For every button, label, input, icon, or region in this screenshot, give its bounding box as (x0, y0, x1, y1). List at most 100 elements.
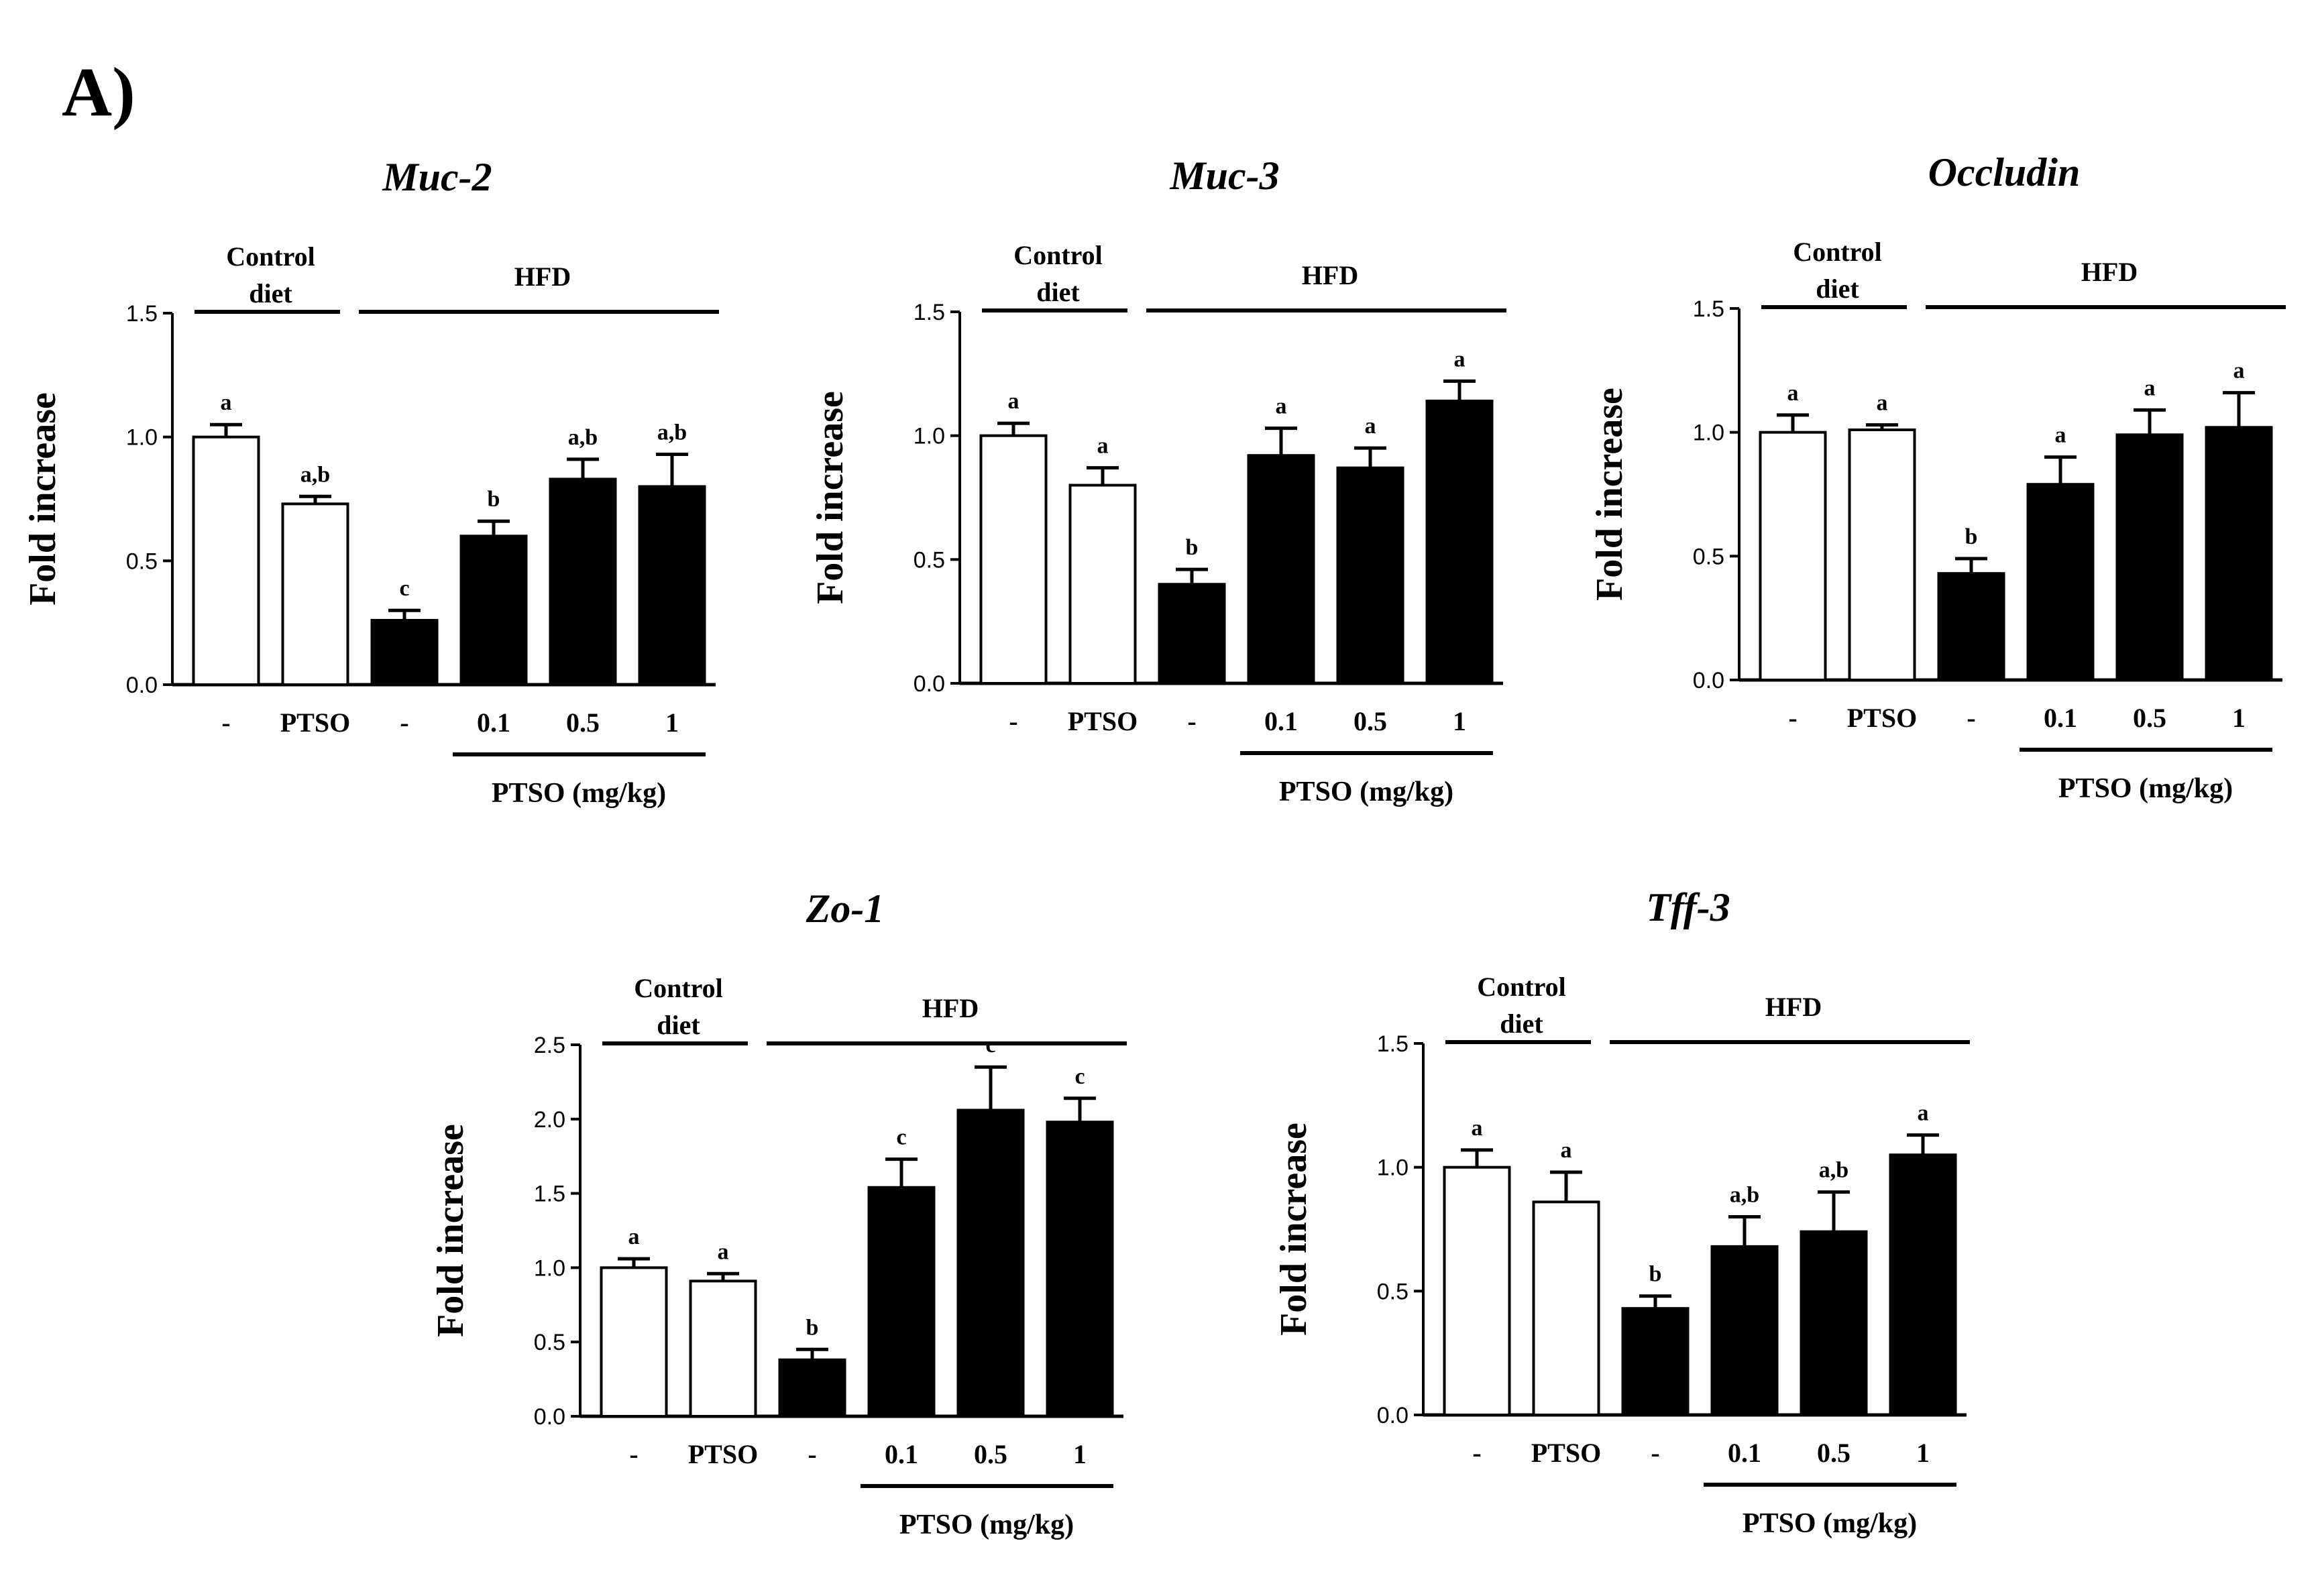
x-tick-label: - (1967, 703, 1975, 733)
chart-title: Muc-3 (1169, 154, 1279, 198)
x-tick-label: 0.1 (1264, 706, 1298, 736)
y-tick-label: 1.5 (1377, 1031, 1408, 1057)
bar (1532, 1200, 1600, 1416)
x-tick-label: PTSO (1847, 703, 1917, 733)
chart-occludin: Occludin Control diet HFD Fold increase 0.0 0.… (1589, 150, 2286, 804)
group-label-control-line2: diet (1816, 274, 1859, 304)
x-tick-label: 0.5 (1817, 1438, 1851, 1468)
bar (778, 1358, 846, 1418)
group-label-control-line1: Control (1477, 972, 1566, 1002)
significance-label: c (896, 1125, 906, 1150)
x-tick-label: 0.5 (566, 707, 600, 738)
group-label-hfd: HFD (1302, 260, 1358, 290)
bar (1800, 1230, 1868, 1417)
x-tick-label: - (629, 1439, 638, 1469)
bar (1247, 454, 1315, 685)
significance-label: b (1186, 535, 1199, 560)
group-label-control-line1: Control (226, 241, 315, 272)
significance-label: a (2055, 423, 2066, 448)
significance-label: a (718, 1239, 729, 1264)
dose-label: PTSO (mg/kg) (492, 778, 666, 809)
significance-label: a,b (568, 425, 598, 450)
bar (1759, 431, 1827, 682)
group-label-control-line2: diet (1036, 277, 1080, 307)
y-axis-label: Fold increase (430, 1124, 472, 1337)
x-tick-label: 0.1 (1728, 1438, 1761, 1468)
x-tick-label: 0.1 (885, 1439, 918, 1469)
bar (1889, 1153, 1957, 1416)
group-label-control-line2: diet (657, 1010, 700, 1040)
bar (2026, 483, 2095, 682)
significance-label: b (1965, 524, 1978, 549)
bar (370, 618, 439, 686)
significance-label: a,b (657, 420, 687, 445)
bar (2115, 433, 2184, 681)
group-label-hfd: HFD (514, 262, 571, 292)
x-tick-label: - (808, 1439, 816, 1469)
x-tick-label: - (1009, 706, 1017, 736)
chart-zo-1: Zo-1 Control diet HFD Fold increase 0.0 0.5 1.0… (430, 887, 1127, 1540)
bar (1443, 1165, 1511, 1416)
significance-label: a (1097, 434, 1109, 459)
significance-label: a (1008, 389, 1019, 414)
bar (1158, 583, 1226, 685)
x-tick-label: 1 (1073, 1439, 1087, 1469)
y-tick-label: 0.5 (1693, 544, 1724, 569)
bar (979, 434, 1048, 685)
significance-label: a (1472, 1116, 1483, 1141)
bar (638, 485, 706, 686)
chart-title: Muc-2 (382, 155, 492, 199)
chart-title: Tff-3 (1646, 885, 1730, 929)
significance-label: a (1787, 381, 1799, 406)
significance-label: a (1877, 391, 1888, 416)
group-label-control-line1: Control (634, 973, 723, 1003)
x-tick-label: 0.1 (477, 707, 510, 738)
y-tick-label: 1.5 (1693, 296, 1724, 322)
y-tick-label: 0.0 (534, 1404, 565, 1430)
significance-label: c (985, 1033, 995, 1058)
significance-label: a (1454, 347, 1466, 372)
bar (867, 1186, 936, 1418)
y-tick-label: 2.0 (534, 1107, 565, 1133)
x-tick-label: - (1187, 706, 1196, 736)
x-tick-label: - (400, 707, 408, 738)
x-tick-label: 1 (1916, 1438, 1930, 1468)
significance-label: b (488, 487, 500, 512)
bar (1068, 483, 1137, 685)
group-label-control-line1: Control (1793, 237, 1882, 267)
chart-muc-2: Muc-2 Control diet HFD Fold increase 0.0 0.5 1.… (22, 155, 719, 809)
dose-label: PTSO (mg/kg) (899, 1509, 1074, 1540)
bar (459, 534, 528, 687)
significance-label: a (1276, 394, 1287, 419)
significance-label: a,b (1730, 1183, 1759, 1208)
x-tick-label: 1 (2232, 703, 2246, 733)
bar (1848, 428, 1916, 681)
significance-label: b (1649, 1262, 1662, 1287)
bar (1046, 1121, 1114, 1418)
significance-label: a,b (1819, 1158, 1848, 1183)
y-tick-label: 1.0 (1377, 1155, 1408, 1181)
x-tick-label: PTSO (280, 707, 350, 738)
y-tick-label: 1.0 (534, 1255, 565, 1281)
bar (956, 1108, 1025, 1418)
y-tick-label: 1.5 (914, 300, 945, 325)
bar (1621, 1307, 1690, 1416)
x-tick-label: 0.5 (1354, 706, 1387, 736)
x-tick-label: 0.1 (2044, 703, 2077, 733)
y-tick-label: 1.5 (534, 1182, 565, 1207)
y-tick-label: 0.0 (126, 673, 158, 698)
bar (1710, 1245, 1779, 1417)
bar (600, 1266, 668, 1418)
y-axis-label: Fold increase (810, 391, 851, 604)
y-tick-label: 1.0 (1693, 420, 1724, 446)
significance-label: c (1074, 1064, 1085, 1089)
x-tick-label: - (1472, 1438, 1481, 1468)
y-tick-label: 0.5 (126, 549, 158, 574)
bar (2205, 426, 2273, 682)
y-axis-label: Fold increase (1589, 388, 1631, 601)
x-tick-label: 0.5 (2133, 703, 2166, 733)
y-tick-label: 1.0 (914, 424, 945, 449)
significance-label: a (1918, 1101, 1929, 1126)
group-label-control-line2: diet (249, 278, 292, 308)
